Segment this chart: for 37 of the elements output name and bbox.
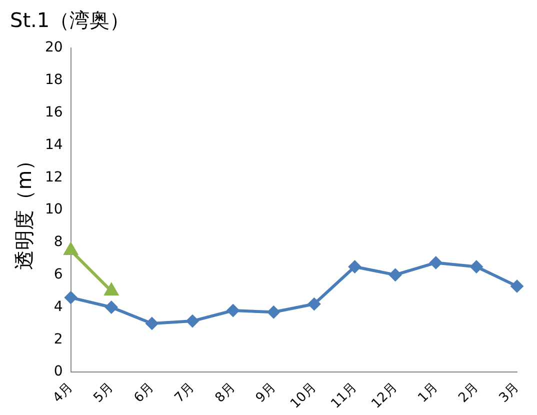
point [104, 300, 118, 314]
x-tick-label: 5月 [90, 380, 117, 406]
point [308, 298, 321, 311]
x-tick-label: 1月 [415, 380, 442, 406]
point [186, 314, 199, 328]
x-tick-label: 12月 [369, 380, 401, 412]
x-tick-label: 3月 [496, 380, 522, 406]
point [267, 306, 280, 319]
y-tick-label: 12 [44, 169, 63, 186]
x-tick-label: 4月 [50, 380, 76, 406]
point [145, 316, 158, 330]
point [470, 260, 483, 274]
y-tick-label: 14 [44, 136, 63, 153]
y-tick-label: 8 [54, 234, 63, 250]
chart-title: St.1（湾奥） [10, 8, 130, 32]
y-tick-label: 10 [44, 202, 63, 218]
x-tick-label: 8月 [212, 380, 238, 406]
point [64, 291, 78, 304]
point [510, 280, 524, 293]
x-tick-label: 6月 [132, 380, 158, 406]
y-tick-label: 18 [44, 72, 63, 88]
point [388, 268, 402, 282]
x-tick-label: 10月 [288, 380, 320, 412]
y-tick-label: 4 [54, 298, 63, 315]
point [429, 256, 442, 270]
x-tick-label: 7月 [172, 380, 198, 406]
x-tick-label: 9月 [253, 380, 279, 406]
y-tick-label: 2 [54, 331, 63, 348]
point [226, 304, 240, 318]
x-tick-label: 2月 [456, 380, 482, 406]
y-axis-title: 透明度（m） [12, 150, 36, 270]
y-tick-label: 0 [54, 364, 63, 380]
x-tick-label: 11月 [328, 380, 360, 412]
y-tick-label: 6 [54, 266, 63, 282]
point [348, 260, 362, 274]
y-tick-label: 20 [44, 40, 63, 56]
y-tick-label: 16 [44, 104, 63, 120]
